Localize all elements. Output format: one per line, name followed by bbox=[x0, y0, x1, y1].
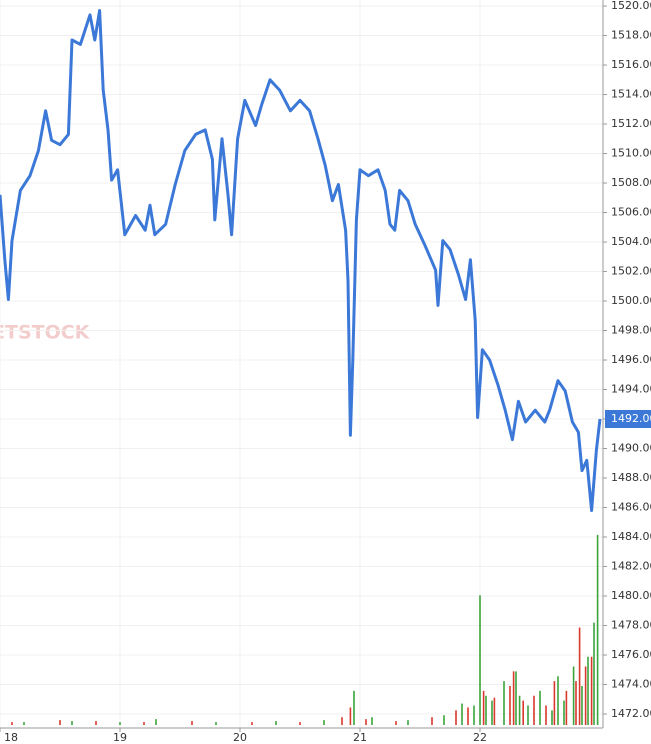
volume-bar bbox=[522, 700, 524, 725]
x-tick-label: 22 bbox=[473, 731, 487, 744]
volume-bar bbox=[572, 666, 575, 725]
volume-bar bbox=[518, 695, 521, 725]
y-tick-label: 1486.00 bbox=[611, 501, 651, 514]
volume-bar bbox=[485, 695, 487, 725]
volume-bar bbox=[71, 721, 73, 725]
volume-bar bbox=[493, 697, 496, 725]
last-price-label: 1492.00 bbox=[611, 412, 651, 425]
volume-bar bbox=[512, 671, 515, 725]
volume-bar bbox=[323, 720, 325, 725]
y-tick-label: 1510.00 bbox=[611, 147, 651, 160]
volume-bar bbox=[299, 722, 301, 725]
y-tick-label: 1476.00 bbox=[611, 648, 651, 661]
volume-bar bbox=[155, 719, 157, 725]
volume-bar bbox=[482, 690, 485, 725]
volume-bar bbox=[557, 676, 559, 725]
volume-bar bbox=[584, 666, 587, 725]
y-tick-label: 1518.00 bbox=[611, 29, 651, 42]
y-tick-label: 1512.00 bbox=[611, 117, 651, 130]
volume-bar bbox=[371, 717, 373, 725]
volume-bar bbox=[349, 707, 352, 725]
volume-bar bbox=[215, 722, 217, 725]
y-tick-label: 1506.00 bbox=[611, 206, 651, 219]
volume-bar bbox=[515, 671, 517, 725]
last-price-box bbox=[605, 410, 651, 429]
volume-bar bbox=[593, 622, 595, 725]
volume-bar bbox=[395, 721, 397, 725]
y-tick-label: 1496.00 bbox=[611, 353, 651, 366]
price-line bbox=[0, 9, 602, 512]
volume-bar bbox=[251, 722, 253, 725]
y-tick-label: 1478.00 bbox=[611, 618, 651, 631]
volume-bar bbox=[563, 700, 565, 725]
volume-bar bbox=[341, 717, 343, 725]
volume-bar bbox=[551, 710, 553, 725]
volume-bar bbox=[275, 721, 277, 725]
volume-bar bbox=[353, 690, 355, 725]
volume-bar bbox=[590, 656, 593, 725]
y-tick-label: 1500.00 bbox=[611, 294, 651, 307]
volume-bar bbox=[95, 721, 97, 725]
volume-bar bbox=[119, 722, 121, 725]
y-tick-label: 1484.00 bbox=[611, 530, 651, 543]
watermark: ETSTOCK bbox=[0, 322, 91, 344]
y-tick-label: 1494.00 bbox=[611, 383, 651, 396]
volume-bar bbox=[503, 681, 505, 725]
volume-bar bbox=[587, 656, 589, 725]
volume-bar bbox=[527, 705, 529, 725]
x-tick-label: 21 bbox=[353, 731, 367, 744]
volume-bar bbox=[533, 695, 535, 725]
volume-bar bbox=[407, 720, 409, 725]
volume-bar bbox=[509, 686, 511, 725]
volume-bar bbox=[11, 722, 13, 725]
volume-bar bbox=[539, 690, 541, 725]
y-tick-label: 1514.00 bbox=[611, 88, 651, 101]
x-tick-label: 18 bbox=[4, 731, 18, 744]
y-tick-label: 1516.00 bbox=[611, 58, 651, 71]
volume-bar bbox=[479, 595, 481, 725]
volume-bar bbox=[565, 690, 568, 725]
volume-bar bbox=[23, 722, 25, 725]
volume-bar bbox=[461, 703, 463, 725]
y-tick-label: 1480.00 bbox=[611, 589, 651, 602]
y-tick-label: 1502.00 bbox=[611, 265, 651, 278]
y-tick-label: 1490.00 bbox=[611, 442, 651, 455]
x-tick-label: 19 bbox=[113, 731, 127, 744]
volume-bar bbox=[443, 715, 445, 725]
y-tick-label: 1482.00 bbox=[611, 560, 651, 573]
y-tick-label: 1472.00 bbox=[611, 707, 651, 720]
volume-bar bbox=[59, 720, 61, 725]
volume-bar bbox=[596, 534, 599, 725]
volume-bar bbox=[473, 705, 475, 725]
volume-bar bbox=[143, 722, 145, 725]
volume-bar bbox=[431, 717, 433, 725]
volume-bar bbox=[365, 719, 367, 725]
x-tick-label: 20 bbox=[233, 731, 247, 744]
y-tick-label: 1508.00 bbox=[611, 176, 651, 189]
y-tick-label: 1520.00 bbox=[611, 0, 651, 12]
volume-bar bbox=[191, 721, 193, 725]
y-tick-label: 1504.00 bbox=[611, 235, 651, 248]
volume-bar bbox=[581, 686, 583, 725]
volume-bar bbox=[491, 700, 493, 725]
volume-bar bbox=[467, 707, 469, 725]
y-tick-label: 1488.00 bbox=[611, 471, 651, 484]
volume-bar bbox=[455, 710, 457, 725]
y-tick-label: 1474.00 bbox=[611, 677, 651, 690]
volume-bar bbox=[545, 705, 547, 725]
y-tick-label: 1498.00 bbox=[611, 324, 651, 337]
volume-bar bbox=[575, 681, 577, 725]
volume-bar bbox=[578, 627, 581, 725]
volume-bar bbox=[553, 681, 556, 725]
